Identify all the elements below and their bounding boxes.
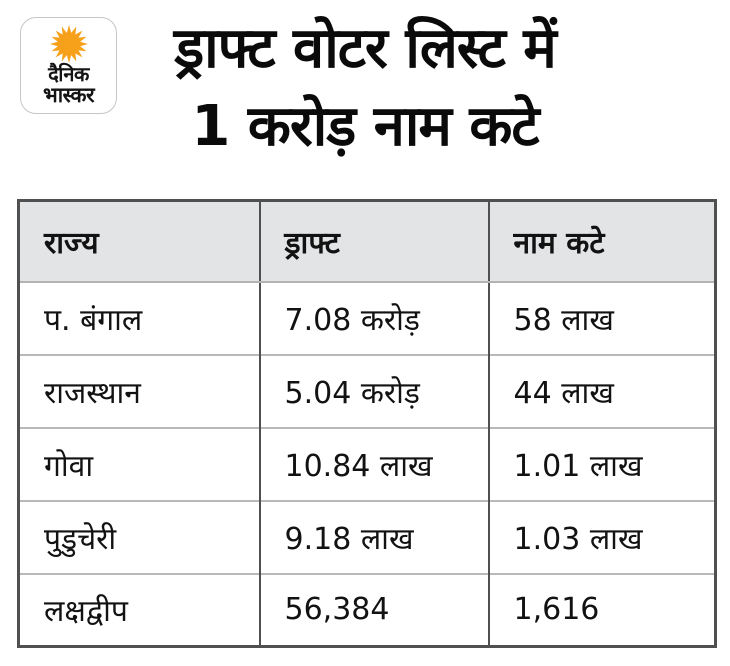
header-state: राज्य [18, 200, 260, 283]
cell-state: राजस्थान [18, 353, 260, 428]
sun-core [57, 33, 80, 55]
table-header-row: राज्य ड्राफ्ट नाम कटे [18, 200, 716, 283]
cell-draft: 7.08 करोड़ [258, 281, 489, 355]
table-row: राजस्थान 5.04 करोड़ 44 लाख [18, 353, 716, 428]
brand-name-line1: दैनिक [48, 62, 89, 86]
cell-draft: 5.04 करोड़ [258, 353, 489, 428]
cell-state: पुडुचेरी [18, 499, 260, 574]
header-names-cut: नाम कटे [487, 200, 716, 283]
dainik-bhaskar-logo: दैनिक भास्कर [20, 17, 117, 114]
cell-names-cut: 1,616 [487, 572, 716, 647]
table-row: लक्षद्वीप 56,384 1,616 [18, 572, 716, 647]
sun-icon [49, 25, 88, 63]
headline-line2: 1 करोड़ नाम कटे [191, 94, 539, 159]
table-row: प. बंगाल 7.08 करोड़ 58 लाख [19, 281, 716, 355]
cell-draft: 9.18 लाख [258, 499, 489, 574]
cell-names-cut: 58 लाख [487, 281, 716, 355]
table-row: गोवा 10.84 लाख 1.01 लाख [18, 426, 716, 501]
table-row: पुडुचेरी 9.18 लाख 1.03 लाख [18, 499, 716, 574]
header-draft: ड्राफ्ट [258, 200, 489, 283]
cell-draft: 56,384 [258, 572, 489, 647]
cell-state: लक्षद्वीप [18, 572, 260, 647]
cell-names-cut: 1.03 लाख [487, 499, 716, 574]
brand-name-line2: भास्कर [42, 82, 95, 107]
cell-names-cut: 1.01 लाख [487, 426, 716, 501]
voter-list-table: राज्य ड्राफ्ट नाम कटे प. बंगाल 7.08 करोड… [17, 199, 717, 648]
cell-state: प. बंगाल [44, 302, 143, 338]
cell-state: गोवा [18, 426, 260, 501]
cell-names-cut: 44 लाख [487, 353, 716, 428]
headline-line1: ड्राफ्ट वोटर लिस्ट में [174, 16, 557, 81]
cell-draft: 10.84 लाख [258, 426, 489, 501]
headline: ड्राफ्ट वोटर लिस्ट में 1 करोड़ नाम कटे [0, 10, 730, 166]
